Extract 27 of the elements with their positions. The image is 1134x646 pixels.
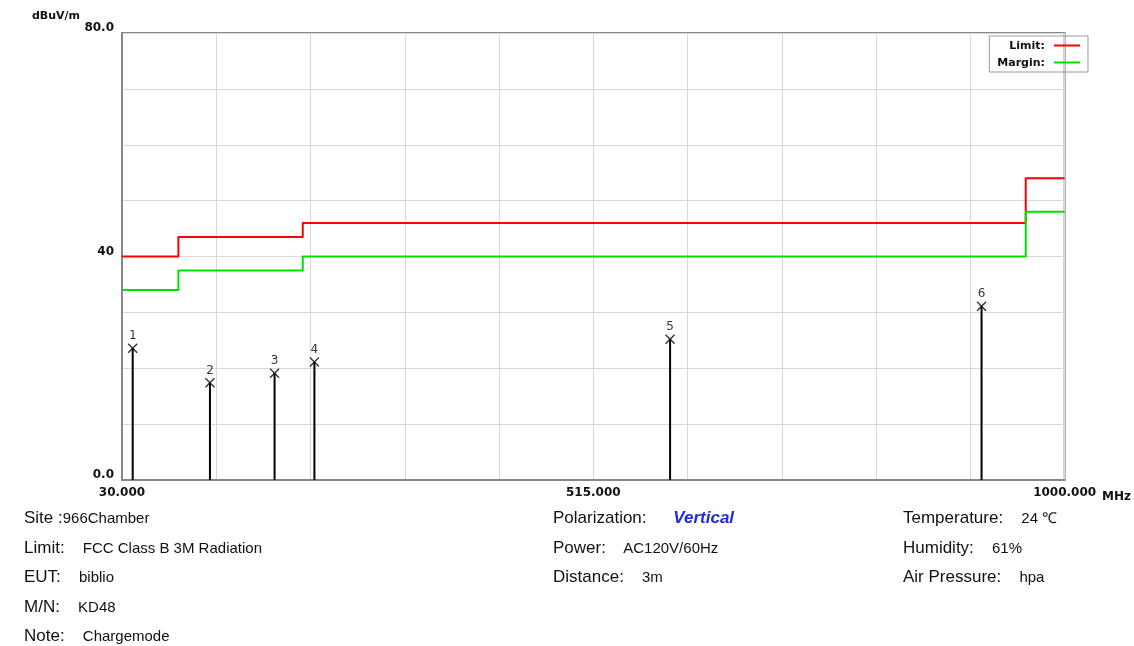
- legend-label: Margin:: [997, 56, 1045, 69]
- text: Polarization: Vertical: [553, 508, 735, 527]
- legend-label: Limit:: [1009, 39, 1045, 52]
- y-tick-label: 80.0: [84, 20, 114, 34]
- text: M/N: KD48: [24, 596, 116, 616]
- text: Distance: 3m: [553, 567, 663, 586]
- text: Note: Chargemode: [24, 626, 170, 645]
- x-axis-title: MHz: [1102, 489, 1132, 503]
- text: Temperature: 24 ℃: [903, 508, 1058, 527]
- text: Air Pressure: hpa: [903, 567, 1046, 586]
- y-axis-title: dBuV/m: [32, 9, 81, 23]
- x-tick-label: 1000.000: [1033, 485, 1097, 499]
- y-tick-label: 40: [97, 243, 114, 258]
- text: Site :966Chamber: [24, 508, 150, 527]
- annotation: 5: [666, 319, 674, 334]
- text: Limit: FCC Class B 3M Radiation: [24, 537, 263, 557]
- annotation: 6: [977, 286, 986, 301]
- annotation: 4: [310, 342, 319, 357]
- x-tick-label: 515.000: [565, 485, 621, 499]
- text: Humidity: 61%: [903, 537, 1023, 557]
- annotation: 1: [128, 328, 137, 343]
- annotation: 2: [206, 362, 214, 377]
- x-tick-label: 30.000: [98, 485, 146, 499]
- text: Power: AC120V/60Hz: [553, 537, 719, 557]
- y-tick-label: 0.0: [92, 467, 114, 481]
- annotation: 3: [270, 353, 279, 368]
- text: EUT: biblio: [24, 567, 115, 586]
